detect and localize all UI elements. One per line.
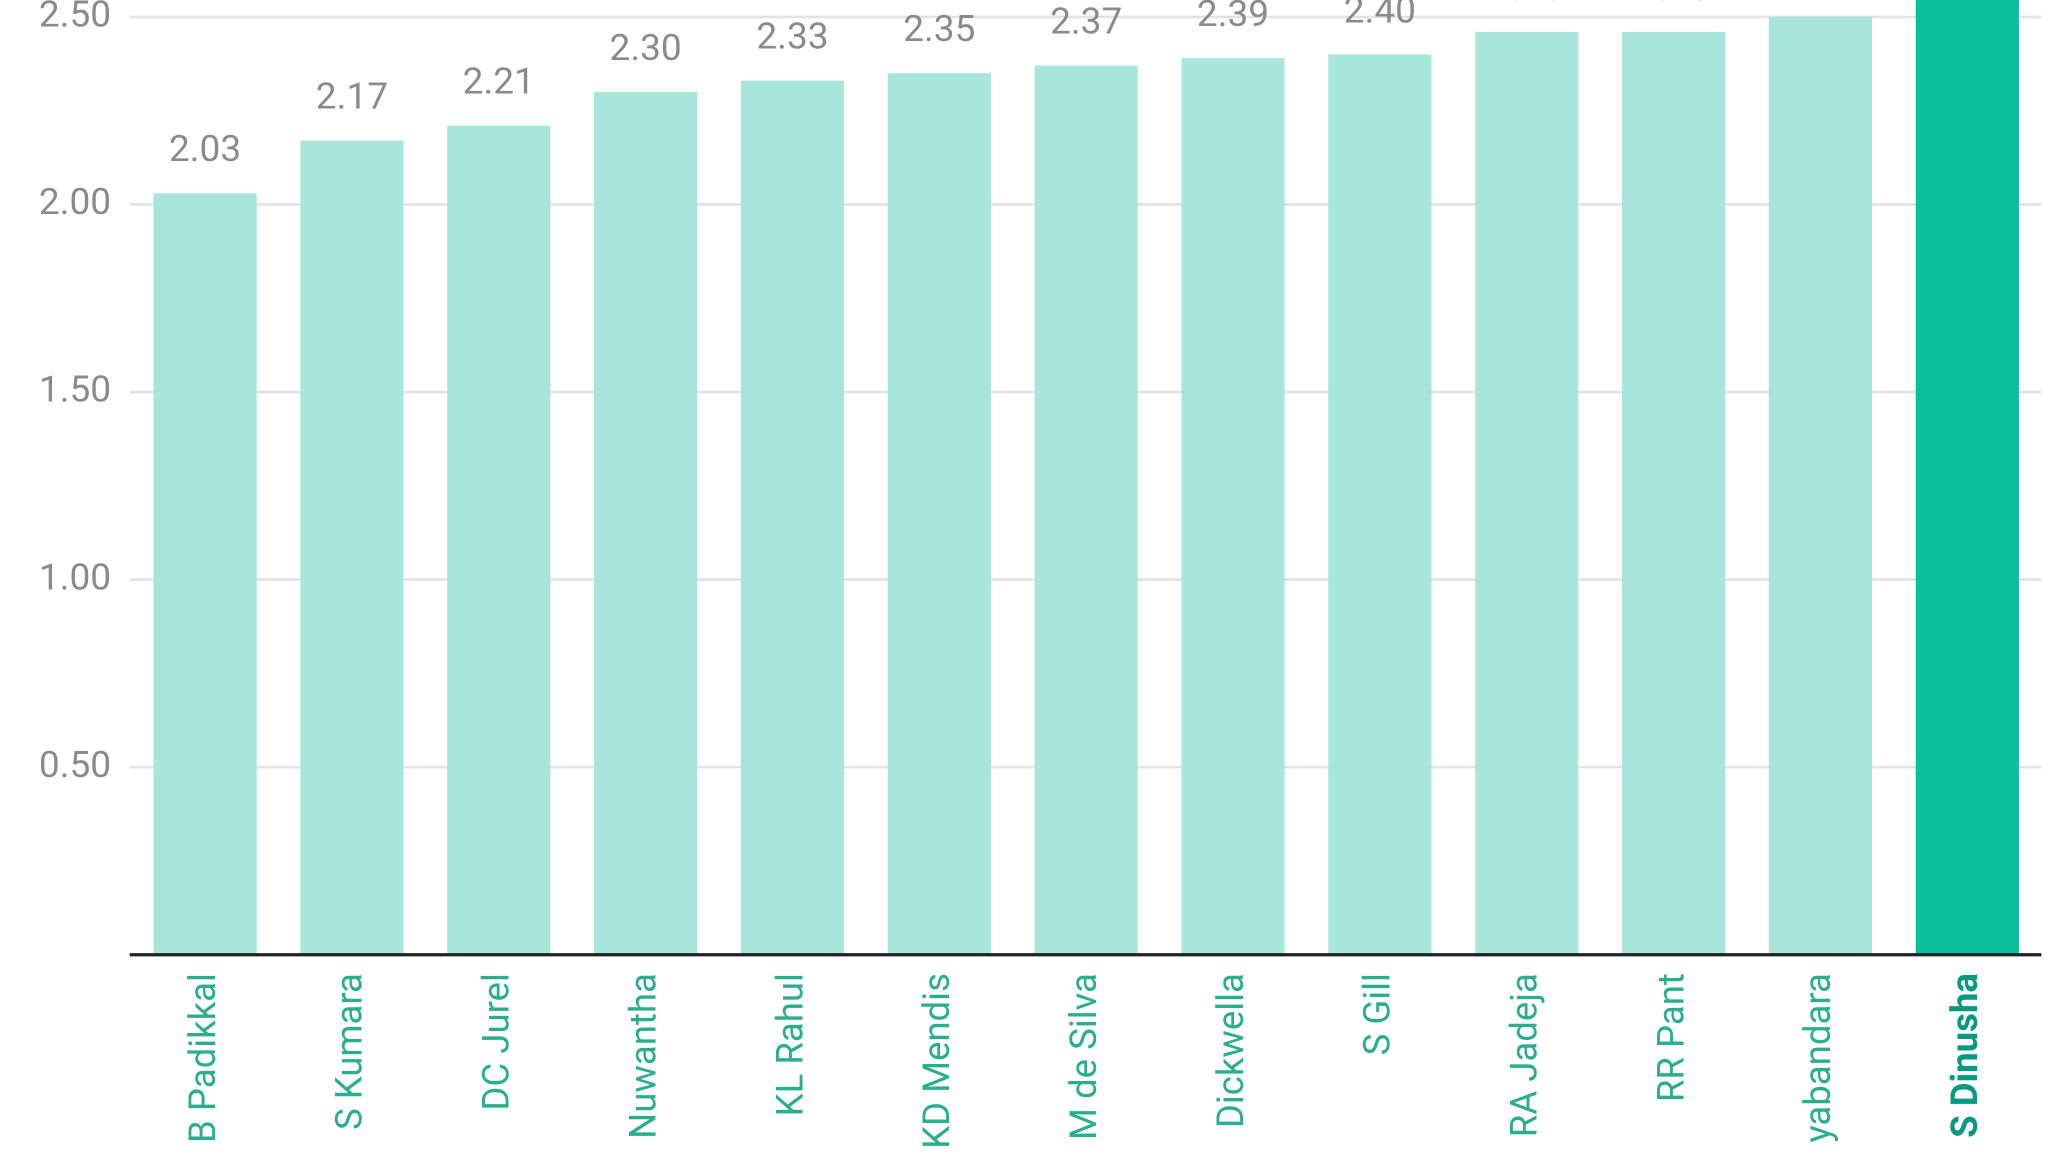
value-label: 2.33 — [756, 15, 828, 58]
x-tick-label: RR Pant — [1649, 973, 1692, 1102]
x-tick-label: M de Silva — [1062, 973, 1105, 1140]
x-tick-label: RA Jadeja — [1502, 973, 1545, 1137]
value-label: 2.46 — [1637, 0, 1709, 9]
bar — [1621, 31, 1726, 955]
bar — [447, 125, 551, 955]
value-label: 2.35 — [903, 7, 975, 50]
value-label: 2.30 — [610, 26, 682, 69]
bar — [1475, 31, 1579, 955]
x-tick-label: Dickwella — [1209, 973, 1252, 1128]
value-label: 2.37 — [1050, 0, 1122, 42]
x-tick-label: DC Jurel — [474, 973, 517, 1111]
value-label: 2.03 — [169, 127, 241, 170]
bar — [300, 140, 404, 955]
value-label: 2.39 — [1197, 0, 1269, 35]
x-tick-label: S Dinusha — [1943, 973, 1986, 1138]
bar — [1915, 0, 2019, 955]
y-tick-label: 1.50 — [39, 368, 111, 411]
bar — [740, 80, 845, 955]
x-tick-label: KD Mendis — [915, 973, 958, 1149]
value-label: 2.46 — [1491, 0, 1563, 9]
bar — [887, 73, 991, 955]
x-tick-label: S Kumara — [327, 973, 370, 1130]
x-tick-label: B Padikkal — [181, 973, 224, 1143]
value-label: 2.40 — [1344, 0, 1416, 31]
x-tick-label: S Gill — [1355, 973, 1398, 1055]
y-tick-label: 1.00 — [39, 555, 111, 598]
value-label: 2.17 — [316, 75, 388, 118]
y-tick-label: 2.00 — [39, 180, 111, 223]
bar — [1034, 65, 1138, 955]
bar — [594, 91, 698, 955]
x-tick-label: KL Rahul — [768, 973, 811, 1116]
bar — [1328, 54, 1432, 955]
x-tick-label: yabandara — [1796, 973, 1839, 1143]
value-label: 2.21 — [463, 60, 535, 103]
x-tick-label: Nuwantha — [621, 973, 664, 1139]
bar — [1181, 58, 1285, 955]
bar — [1768, 16, 1873, 955]
y-tick-label: 2.50 — [39, 0, 111, 35]
bar — [153, 193, 257, 955]
y-tick-label: 0.50 — [39, 743, 111, 786]
